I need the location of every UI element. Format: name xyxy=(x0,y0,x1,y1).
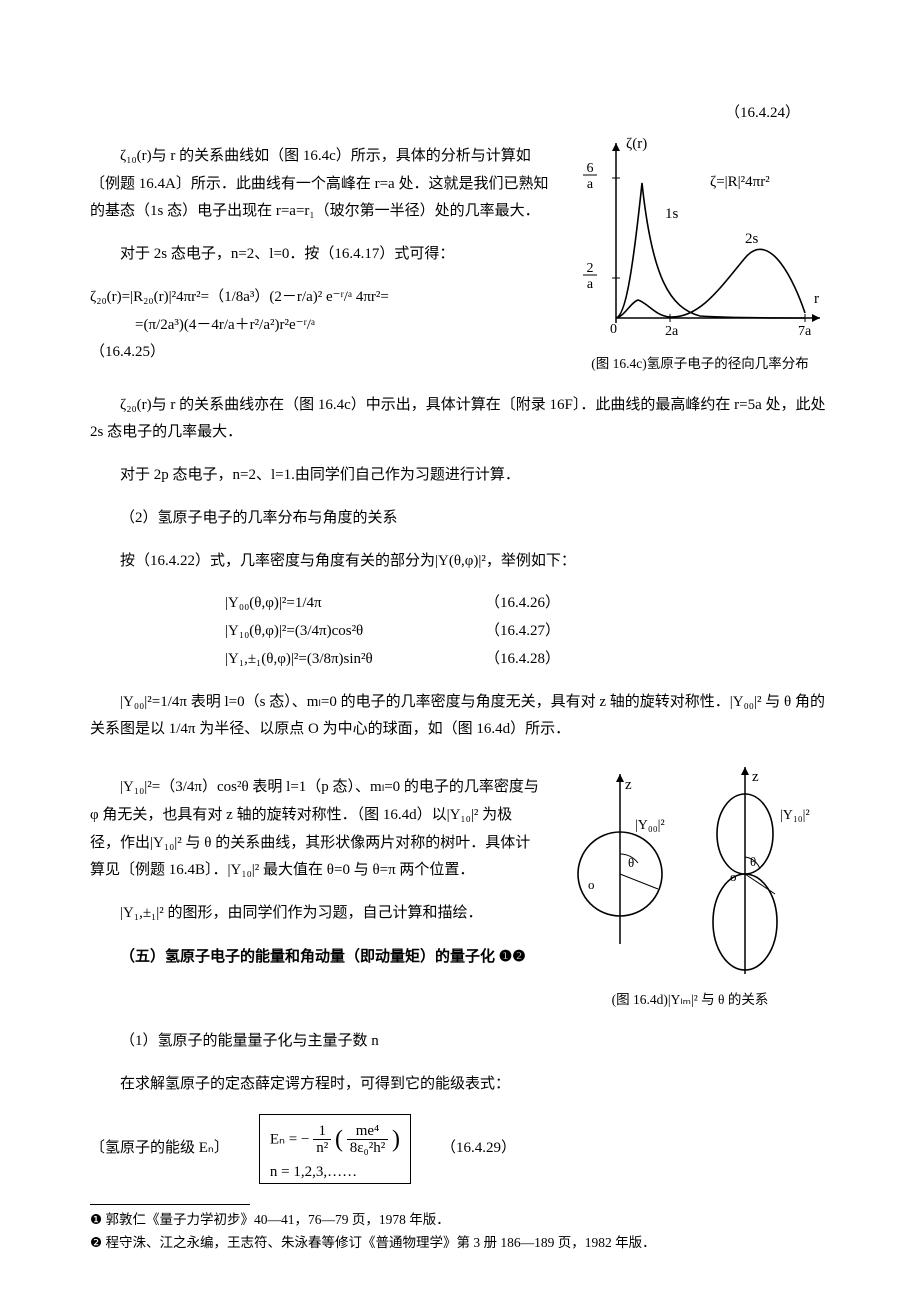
paragraph-2: 对于 2s 态电子，n=2、l=0．按（16.4.17）式可得： xyxy=(90,241,560,269)
equation-29-left-label: 〔氢原子的能级 Eₙ〕 xyxy=(90,1135,229,1163)
svg-text:6: 6 xyxy=(587,161,594,176)
equation-29-frac1-num: 1 xyxy=(313,1123,331,1141)
paragraph-10: （1）氢原子的能量量子化与主量子数 n xyxy=(90,1028,830,1056)
figd-right-theta: θ xyxy=(750,854,756,869)
equation-25-number: （16.4.25） xyxy=(90,339,560,367)
equation-29-number: （16.4.29） xyxy=(441,1135,516,1163)
figc-xtick1: 2a xyxy=(665,324,679,339)
figure-16-4d-caption: (图 16.4d)|Yₗₘ|² 与 θ 的关系 xyxy=(550,988,830,1013)
paragraph-4: 对于 2p 态电子，n=2、l=1.由同学们自己作为习题进行计算． xyxy=(90,462,830,490)
equation-28: |Y₁,±₁(θ,φ)|²=(3/8π)sin²θ xyxy=(225,646,425,674)
figure-16-4d-svg: z |Y₀₀|² θ o z |Y₁₀|² θ o xyxy=(550,759,830,984)
footnote-2-mark: ❷ xyxy=(90,1235,102,1250)
footnote-rule xyxy=(90,1204,250,1205)
figd-left-o: o xyxy=(588,877,595,892)
equation-29-lhs: Eₙ = − xyxy=(270,1131,310,1147)
row-para1-figc: ζ₁₀(r)与 r 的关系曲线如（图 16.4c）所示，具体的分析与计算如〔例题… xyxy=(90,128,830,377)
equation-29-frac2-num: me⁴ xyxy=(347,1123,389,1141)
paragraph-11: 在求解氢原子的定态薛定谔方程时，可得到它的能级表式： xyxy=(90,1071,830,1099)
figc-x-axis-label: r xyxy=(814,291,819,307)
equation-29-frac1-den: n² xyxy=(313,1140,331,1157)
figc-ytick-top-num: 6 xyxy=(587,161,594,176)
section-5-footnote-marks: ❶❷ xyxy=(499,948,526,965)
footnote-2-text: 程守洙、江之永编，王志符、朱泳春等修订《普通物理学》第 3 册 186—189 … xyxy=(105,1235,655,1250)
svg-text:a: a xyxy=(587,277,594,292)
figure-16-4c-caption: (图 16.4c)氢原子电子的径向几率分布 xyxy=(570,352,830,377)
equation-26-number: （16.4.26） xyxy=(485,590,560,618)
row-para8-figd: |Y₁₀|²=（3/4π）cos²θ 表明 l=1（p 态）、mₗ=0 的电子的… xyxy=(90,759,830,1013)
paragraph-7: |Y₀₀|²=1/4π 表明 l=0（s 态）、mₗ=0 的电子的几率密度与角度… xyxy=(90,689,830,745)
equation-number-24: （16.4.24） xyxy=(90,100,830,128)
text-col-2: |Y₁₀|²=（3/4π）cos²θ 表明 l=1（p 态）、mₗ=0 的电子的… xyxy=(90,759,540,987)
equation-27: |Y₁₀(θ,φ)|²=(3/4π)cos²θ xyxy=(225,618,425,646)
equation-26: |Y₀₀(θ,φ)|²=1/4π xyxy=(225,590,425,618)
equation-29-frac2-den: 8ε₀²h² xyxy=(347,1140,389,1157)
equation-27-number: （16.4.27） xyxy=(485,618,560,646)
paragraph-1: ζ₁₀(r)与 r 的关系曲线如（图 16.4c）所示，具体的分析与计算如〔例题… xyxy=(90,143,560,226)
figure-16-4c: 6 a 2 a ζ(r) ζ=|R|²4πr² 1s 2s xyxy=(570,128,830,377)
svg-text:a: a xyxy=(587,177,594,192)
equation-list: |Y₀₀(θ,φ)|²=1/4π （16.4.26） |Y₁₀(θ,φ)|²=(… xyxy=(225,590,830,673)
figd-left-theta: θ xyxy=(628,855,634,870)
figc-1s-label: 1s xyxy=(665,206,679,222)
section-5-title-text: （五）氢原子电子的能量和角动量（即动量矩）的量子化 xyxy=(120,949,495,965)
equation-29-line2: n = 1,2,3,…… xyxy=(270,1163,400,1181)
paragraph-5: （2）氢原子电子的几率分布与角度的关系 xyxy=(90,505,830,533)
figd-right-o: o xyxy=(730,869,737,884)
footnote-1-text: 郭敦仁《量子力学初步》40—41，76—79 页，1978 年版． xyxy=(105,1212,449,1227)
figc-ytick-low-den: a xyxy=(587,277,594,292)
footnote-1-mark: ❶ xyxy=(90,1212,102,1227)
figc-ytick-low-num: 2 xyxy=(587,261,594,276)
figd-left-label: |Y₀₀|² xyxy=(635,818,665,833)
figc-x-origin: 0 xyxy=(610,322,617,337)
paragraph-3: ζ₂₀(r)与 r 的关系曲线亦在（图 16.4c）中示出，具体计算在〔附录 1… xyxy=(90,392,830,448)
paragraph-6: 按（16.4.22）式，几率密度与角度有关的部分为|Y(θ,φ)|²，举例如下： xyxy=(90,548,830,576)
figc-y-label: ζ(r) xyxy=(626,136,647,152)
equation-25-line2: =(π/2a³)(4－4r/a＋r²/a²)r²e⁻ʳ/ᵃ xyxy=(135,312,560,340)
figd-right-label: |Y₁₀|² xyxy=(780,808,810,823)
equation-28-number: （16.4.28） xyxy=(485,646,560,674)
footnote-1: ❶ 郭敦仁《量子力学初步》40—41，76—79 页，1978 年版． xyxy=(90,1209,830,1232)
equation-25-line1: ζ₂₀(r)=|R₂₀(r)|²4πr²=（1/8a³）(2－r/a)² e⁻ʳ… xyxy=(90,284,560,312)
paragraph-8: |Y₁₀|²=（3/4π）cos²θ 表明 l=1（p 态）、mₗ=0 的电子的… xyxy=(90,774,540,885)
figure-16-4c-svg: 6 a 2 a ζ(r) ζ=|R|²4πr² 1s 2s xyxy=(570,128,830,348)
footnote-2: ❷ 程守洙、江之永编，王志符、朱泳春等修订《普通物理学》第 3 册 186—18… xyxy=(90,1232,830,1255)
section-5-title: （五）氢原子电子的能量和角动量（即动量矩）的量子化 ❶❷ xyxy=(90,943,540,972)
equation-29-box: Eₙ = − 1 n² ( me⁴ 8ε₀²h² ) n = 1,2,3,…… xyxy=(259,1114,411,1184)
paragraph-9: |Y₁,±₁|² 的图形，由同学们作为习题，自己计算和描绘． xyxy=(90,900,540,928)
figc-series-label: ζ=|R|²4πr² xyxy=(710,174,770,190)
text-col-1: ζ₁₀(r)与 r 的关系曲线如（图 16.4c）所示，具体的分析与计算如〔例题… xyxy=(90,128,560,367)
figc-2s-label: 2s xyxy=(745,231,759,247)
figd-right-z: z xyxy=(752,769,759,785)
figd-left-z: z xyxy=(625,777,632,793)
figure-16-4d: z |Y₀₀|² θ o z |Y₁₀|² θ o (图 16.4d)|Yₗₘ|… xyxy=(550,759,830,1013)
equation-29-row: 〔氢原子的能级 Eₙ〕 Eₙ = − 1 n² ( me⁴ 8ε₀²h² ) n… xyxy=(90,1114,830,1184)
figc-ytick-top-den: a xyxy=(587,177,594,192)
figc-xtick2: 7a xyxy=(798,324,812,339)
svg-text:2: 2 xyxy=(587,261,594,276)
